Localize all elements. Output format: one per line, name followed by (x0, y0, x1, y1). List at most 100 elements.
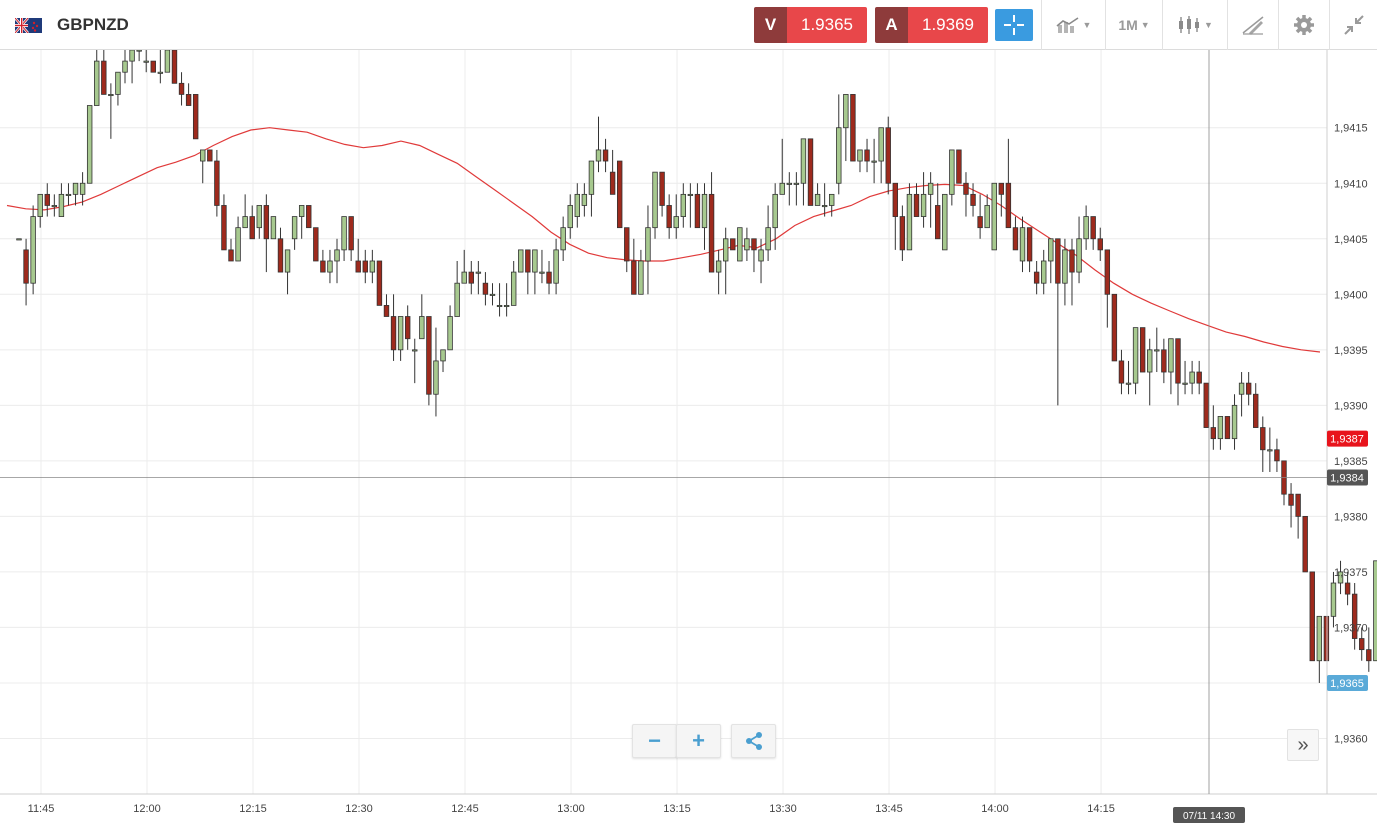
candle-body-up (1337, 571, 1344, 584)
candle (864, 138, 870, 173)
candle (772, 183, 778, 250)
timeframe-selector[interactable]: 1M ▼ (1105, 0, 1162, 50)
settings-button[interactable] (1278, 0, 1329, 50)
candle-body-down (913, 193, 920, 217)
candle (1224, 416, 1231, 440)
moving-average-layer (6, 127, 1321, 353)
candle (369, 249, 376, 284)
candle-body-down (1104, 249, 1111, 295)
chart-type-button[interactable]: ▼ (1162, 0, 1227, 50)
candle (829, 193, 835, 217)
candle-body-down (807, 138, 814, 206)
candle (1359, 627, 1365, 661)
candle-body-up (94, 60, 100, 106)
candle-body-up (1125, 382, 1132, 385)
candle (1366, 627, 1372, 672)
candle-body-up (1076, 238, 1082, 273)
candle-body-up (1048, 238, 1054, 262)
candle-body-down (1055, 238, 1061, 284)
candle-body-down (263, 205, 270, 240)
candle (1041, 249, 1047, 295)
candle-body-down (221, 205, 227, 251)
candle-body-up (821, 205, 828, 208)
candle-body-up (949, 149, 955, 195)
candle (1316, 615, 1323, 683)
candle (171, 50, 178, 84)
zoom-in-button[interactable]: + (676, 724, 721, 758)
candle-body-up (701, 193, 708, 229)
candle-body-up (16, 238, 22, 241)
candle (588, 160, 595, 217)
indicators-button[interactable]: ▼ (1041, 0, 1105, 50)
candle (327, 249, 333, 284)
candle (708, 172, 715, 273)
candle-body-down (970, 193, 976, 206)
candle-body-up (419, 316, 425, 340)
candle (991, 182, 997, 251)
candle (687, 183, 694, 228)
candle-body-up (157, 71, 164, 74)
candle-body-down (383, 305, 390, 317)
candle (913, 183, 920, 217)
candle (1210, 405, 1217, 450)
candle-body-up (510, 271, 517, 306)
candle-body-up (800, 138, 807, 184)
candle-body-down (185, 94, 192, 106)
candle (454, 260, 460, 317)
candle-body-up (1267, 449, 1273, 452)
candle-body-down (1005, 182, 1012, 229)
candle-body-down (171, 50, 178, 84)
crosshair-button[interactable] (995, 9, 1033, 41)
candle (673, 194, 679, 239)
y-tick-label: 1,9380 (1334, 511, 1368, 523)
candle (1083, 205, 1089, 250)
scroll-to-latest-button[interactable]: » (1287, 729, 1319, 761)
candle (37, 193, 43, 228)
y-tick-label: 1,9375 (1334, 567, 1368, 579)
candle-body-down (390, 316, 397, 351)
candle (899, 205, 906, 261)
candle-body-up (256, 205, 262, 229)
candle (977, 194, 983, 239)
candle-body-down (1090, 216, 1096, 240)
candle (779, 138, 785, 195)
zoom-out-button[interactable]: − (632, 724, 677, 758)
chevron-down-icon: ▼ (1204, 20, 1213, 30)
drawing-tools-button[interactable] (1227, 0, 1278, 50)
x-tick-label: 12:30 (345, 803, 373, 815)
candle-body-down (602, 149, 609, 162)
candle (157, 50, 164, 84)
candle (1097, 227, 1103, 261)
candle-body-up (341, 216, 347, 251)
candle-body-down (1253, 393, 1259, 428)
x-tick-label: 14:00 (981, 803, 1009, 815)
candle-body-up (235, 227, 241, 262)
candle-body-down (963, 182, 969, 195)
price-chart[interactable]: 1,9415 1,9410 1,9405 1,9400 1,9395 1,9390 1,93… (0, 50, 1377, 826)
candle-body-down (1288, 493, 1294, 506)
candle-body-up (72, 182, 79, 195)
candle-body-up (334, 249, 340, 262)
collapse-arrows-icon (1344, 15, 1364, 35)
buy-button[interactable]: A 1.9369 (875, 7, 988, 43)
collapse-button[interactable] (1329, 0, 1377, 50)
candle (143, 50, 149, 73)
candle (574, 183, 580, 228)
candle-body-up (37, 193, 43, 217)
candle-body-down (101, 60, 107, 95)
candle (1337, 560, 1344, 595)
candle-body-down (694, 193, 701, 229)
candle (489, 283, 496, 306)
y-tick-label: 1,9405 (1334, 234, 1368, 246)
sell-button[interactable]: V 1.9365 (754, 7, 867, 43)
candle (1182, 360, 1188, 395)
candle (1196, 360, 1202, 395)
candle-body-down (1161, 349, 1167, 373)
candle-body-down (1097, 238, 1103, 251)
candle-body-up (30, 216, 36, 284)
candle-body-down (214, 160, 220, 206)
candle (496, 283, 503, 317)
crosshair-icon (1004, 15, 1024, 35)
share-button[interactable] (731, 724, 776, 758)
candle-body-up (991, 182, 997, 251)
